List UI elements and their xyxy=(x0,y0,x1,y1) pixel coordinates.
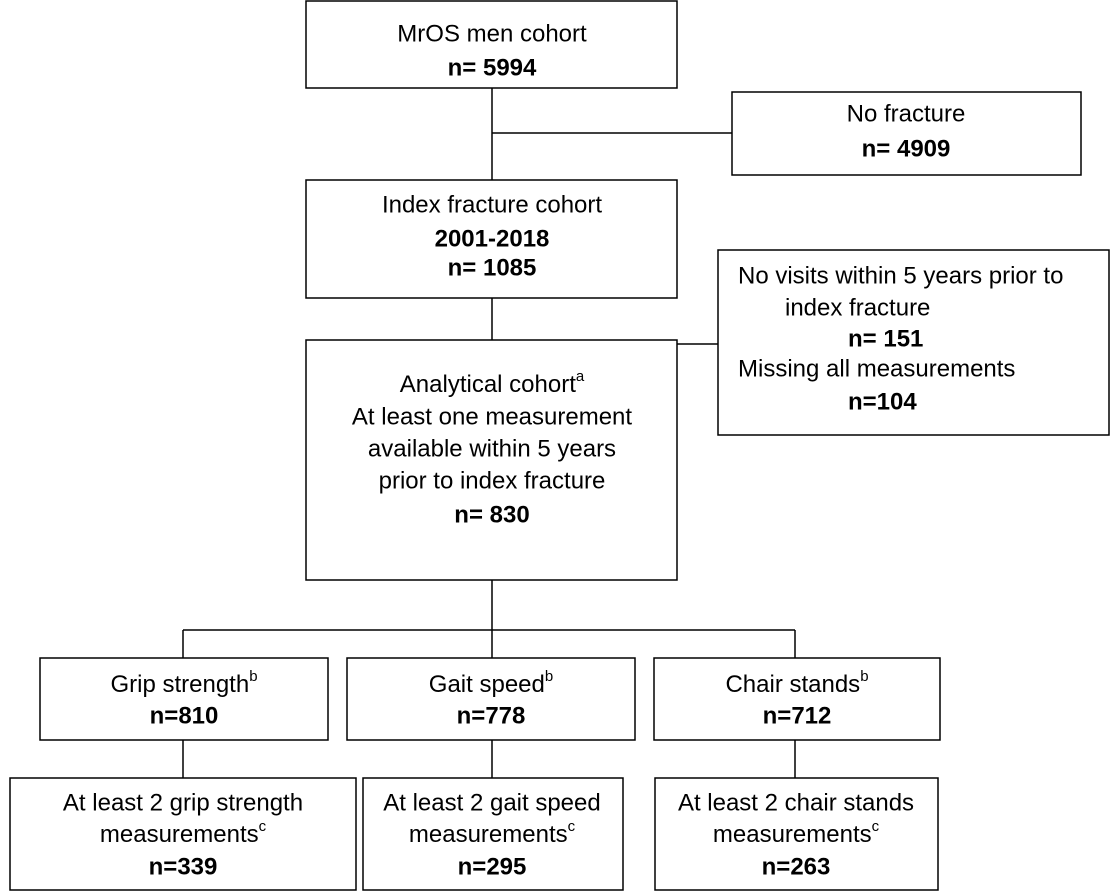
node-grip-repeat: At least 2 grip strength measurementsc n… xyxy=(9,777,357,891)
superscript: c xyxy=(872,818,880,835)
superscript: b xyxy=(860,668,868,685)
node-label: measurements xyxy=(409,821,568,848)
node-gait: Gait speedb n=778 xyxy=(346,657,636,741)
node-count: n=712 xyxy=(763,702,832,729)
node-title: measurementsc xyxy=(100,818,267,848)
node-line: available within 5 years xyxy=(368,435,616,462)
node-exclusion: No visits within 5 years prior to index … xyxy=(717,249,1110,436)
node-label: Chair stands xyxy=(725,671,860,698)
superscript: c xyxy=(259,818,267,835)
node-count: n= 5994 xyxy=(448,54,537,81)
node-line: At least 2 chair stands xyxy=(678,789,914,816)
node-count: n= 1085 xyxy=(448,254,537,281)
node-label: No fracture xyxy=(847,100,966,127)
node-title: Gait speedb xyxy=(429,668,553,698)
node-label: Analytical cohort xyxy=(400,371,576,398)
node-title: measurementsc xyxy=(713,818,880,848)
node-index-fracture: Index fracture cohort 2001-2018 n= 1085 xyxy=(305,179,678,299)
node-cohort: MrOS men cohort n= 5994 xyxy=(305,0,678,89)
node-count: n=778 xyxy=(457,702,526,729)
node-count: n= 151 xyxy=(848,325,923,352)
node-label: Missing all measurements xyxy=(738,355,1015,382)
superscript: a xyxy=(576,368,585,385)
node-label: Grip strength xyxy=(110,671,249,698)
node-count: n=104 xyxy=(848,388,917,415)
node-title: Chair standsb xyxy=(725,668,868,698)
node-count: n=263 xyxy=(762,853,831,880)
node-title: Analytical cohorta xyxy=(400,368,585,398)
node-label: Index fracture cohort xyxy=(382,191,602,218)
node-analytical: Analytical cohorta At least one measurem… xyxy=(305,339,678,581)
node-grip: Grip strengthb n=810 xyxy=(39,657,329,741)
node-count: n= 4909 xyxy=(862,135,951,162)
node-line: No visits within 5 years prior to xyxy=(738,262,1063,289)
node-label: measurements xyxy=(713,821,872,848)
superscript: c xyxy=(568,818,576,835)
node-years: 2001-2018 xyxy=(435,225,550,252)
node-label: Gait speed xyxy=(429,671,545,698)
node-chair-repeat: At least 2 chair stands measurementsc n=… xyxy=(654,777,939,891)
node-count: n=295 xyxy=(458,853,527,880)
node-line: At least 2 gait speed xyxy=(383,789,600,816)
superscript: b xyxy=(545,668,553,685)
node-label: measurements xyxy=(100,821,259,848)
node-label: MrOS men cohort xyxy=(397,20,587,47)
node-line: At least one measurement xyxy=(352,403,632,430)
node-title: measurementsc xyxy=(409,818,576,848)
node-no-fracture: No fracture n= 4909 xyxy=(731,91,1082,176)
node-count: n=339 xyxy=(149,853,218,880)
node-chair: Chair standsb n=712 xyxy=(653,657,941,741)
node-line: At least 2 grip strength xyxy=(63,789,303,816)
superscript: b xyxy=(249,668,257,685)
node-line: index fracture xyxy=(785,294,930,321)
node-title: Grip strengthb xyxy=(110,668,257,698)
node-line: prior to index fracture xyxy=(379,467,606,494)
node-count: n= 830 xyxy=(454,501,529,528)
node-count: n=810 xyxy=(150,702,219,729)
node-gait-repeat: At least 2 gait speed measurementsc n=29… xyxy=(362,777,624,891)
